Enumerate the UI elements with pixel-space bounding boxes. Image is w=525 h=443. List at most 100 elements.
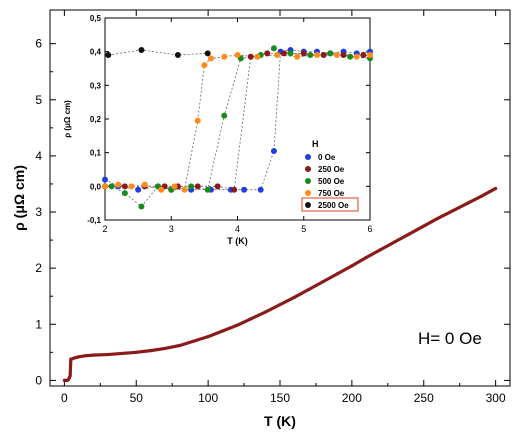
main-series-point bbox=[479, 194, 483, 198]
inset-series-point bbox=[320, 52, 327, 59]
inset-series-point bbox=[333, 52, 340, 59]
inset-legend-highlight bbox=[301, 197, 359, 212]
inset-series-point bbox=[257, 186, 264, 193]
main-series-point bbox=[206, 335, 210, 339]
inset-series-point bbox=[128, 183, 135, 190]
main-x-tick-label: 200 bbox=[342, 391, 362, 405]
main-x-tick-label: 50 bbox=[130, 391, 144, 405]
inset-series-point bbox=[300, 50, 307, 57]
inset-y-tick-label: 0,4 bbox=[90, 48, 102, 57]
main-series-point bbox=[67, 377, 71, 381]
inset-series-point bbox=[270, 45, 277, 52]
inset-series-point bbox=[138, 46, 145, 53]
main-series-point bbox=[292, 295, 296, 299]
inset-series-point bbox=[294, 53, 301, 60]
inset-series-point bbox=[141, 181, 148, 188]
inset-x-tick-label: 2 bbox=[102, 224, 107, 234]
inset-series-point bbox=[138, 203, 145, 210]
main-series-point bbox=[134, 350, 138, 354]
main-y-tick-label: 3 bbox=[35, 205, 42, 219]
inset-series-point bbox=[201, 62, 208, 69]
main-y-tick-label: 5 bbox=[35, 93, 42, 107]
main-series-point bbox=[120, 351, 124, 356]
inset-legend-marker bbox=[305, 166, 311, 172]
main-series-point bbox=[450, 209, 455, 213]
inset-series-point bbox=[188, 183, 195, 190]
inset-series-point bbox=[234, 52, 241, 59]
inset-series-point bbox=[264, 50, 271, 57]
main-x-tick-label: 150 bbox=[270, 391, 290, 405]
inset-y-tick-label: 0,0 bbox=[90, 182, 102, 191]
inset-series-point bbox=[221, 53, 228, 60]
inset-x-axis-label: T (K) bbox=[227, 236, 248, 246]
inset-series-point bbox=[204, 50, 211, 57]
main-x-axis-label: T (K) bbox=[264, 413, 296, 429]
inset-series-point bbox=[340, 52, 347, 59]
inset-series-point bbox=[307, 52, 314, 59]
inset-series-point bbox=[105, 52, 112, 59]
main-series-point bbox=[379, 248, 383, 252]
inset-x-tick-label: 3 bbox=[169, 224, 174, 234]
main-x-tick-label: 250 bbox=[414, 391, 434, 405]
main-series-point bbox=[335, 272, 340, 276]
inset-series-point bbox=[194, 117, 201, 124]
main-series-point bbox=[69, 357, 74, 361]
main-y-tick-label: 0 bbox=[35, 373, 42, 387]
main-annotation: H= 0 Oe bbox=[418, 329, 482, 348]
inset-series-point bbox=[270, 147, 277, 154]
inset-x-tick-label: 5 bbox=[301, 224, 306, 234]
inset-series-point bbox=[102, 176, 108, 183]
inset-legend-label: 250 Oe bbox=[318, 165, 345, 174]
inset-series-connector bbox=[111, 47, 371, 208]
main-x-tick-label: 100 bbox=[198, 391, 218, 405]
main-series-point bbox=[364, 255, 368, 260]
main-series-point bbox=[220, 329, 225, 333]
main-x-tick-label: 300 bbox=[486, 391, 506, 405]
inset-series-point bbox=[287, 50, 294, 57]
inset-series-point bbox=[274, 52, 281, 59]
inset-legend-title: H bbox=[312, 139, 319, 149]
inset-series-point bbox=[208, 55, 214, 62]
main-series-point bbox=[321, 280, 325, 284]
main-y-tick-label: 2 bbox=[35, 261, 42, 275]
inset-series-point bbox=[204, 186, 211, 193]
inset-series-point bbox=[353, 53, 360, 60]
inset-series-point bbox=[158, 186, 165, 193]
inset-series-point bbox=[241, 186, 248, 193]
inset-series-point bbox=[254, 53, 261, 60]
inset-series-point bbox=[221, 112, 228, 119]
inset-series-point bbox=[280, 50, 287, 57]
main-series-point bbox=[407, 232, 411, 236]
inset-series-point bbox=[102, 183, 108, 190]
inset-y-tick-label: 0,1 bbox=[90, 149, 102, 158]
inset-series-point bbox=[121, 190, 128, 197]
inset-series-point bbox=[174, 52, 181, 59]
inset-series-point bbox=[171, 183, 178, 190]
main-series-point bbox=[307, 287, 311, 292]
main-series-point bbox=[192, 339, 196, 343]
main-y-tick-label: 4 bbox=[35, 149, 42, 163]
main-series-point bbox=[278, 303, 282, 307]
inset-legend-label: 500 Oe bbox=[318, 177, 345, 186]
inset-legend-marker bbox=[305, 178, 311, 184]
inset-x-tick-label: 4 bbox=[235, 224, 240, 234]
main-series-point bbox=[235, 323, 239, 327]
inset-series-point bbox=[194, 183, 201, 190]
main-series-point bbox=[91, 353, 95, 357]
inset-series-point bbox=[231, 186, 238, 193]
inset-series-connector bbox=[108, 49, 208, 56]
inset-chart: 2 3 4 5 6 -0,1 0,0 0,1 0,2 0,3 0,4 0,5 T (K) ρ (μΩ cm… bbox=[63, 14, 373, 246]
main-series-point bbox=[163, 346, 167, 350]
main-series-point bbox=[62, 378, 66, 382]
inset-series-point bbox=[121, 183, 128, 190]
main-series-point bbox=[177, 343, 181, 348]
main-x-tick-label: 0 bbox=[61, 391, 68, 405]
inset-series-point bbox=[367, 52, 373, 59]
main-series-point bbox=[249, 317, 253, 321]
inset-y-axis-label: ρ (μΩ cm) bbox=[63, 100, 72, 138]
main-series-point bbox=[494, 186, 498, 191]
main-series-point bbox=[84, 354, 88, 358]
inset-legend-marker bbox=[305, 190, 311, 196]
